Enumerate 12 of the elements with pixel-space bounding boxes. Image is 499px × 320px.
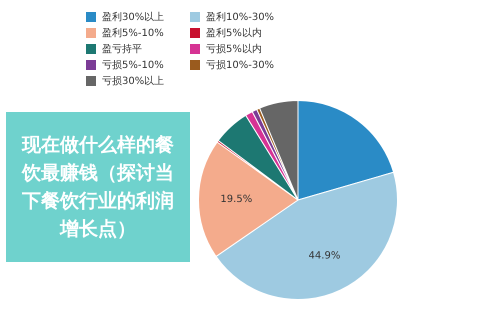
legend-label: 亏损10%-30% [206,59,274,72]
legend-label: 盈利10%-30% [206,10,274,24]
data-label: 44.9% [308,250,340,262]
legend-label: 亏损5%-10% [102,59,164,72]
legend-label: 亏损30%以上 [102,74,164,88]
legend-label: 盈利30%以上 [102,10,164,24]
legend-label: 盈利5%-10% [102,26,164,40]
text: 现在做什么样的餐饮最赚钱（探讨当下餐饮行业的利润增长点） [6,112,190,262]
legend-label: 亏损5%以内 [206,42,262,56]
legend-label: 盈利5%以内 [206,26,262,40]
data-label: 19.5% [220,194,252,206]
legend-label: 盈亏持平 [102,42,142,56]
